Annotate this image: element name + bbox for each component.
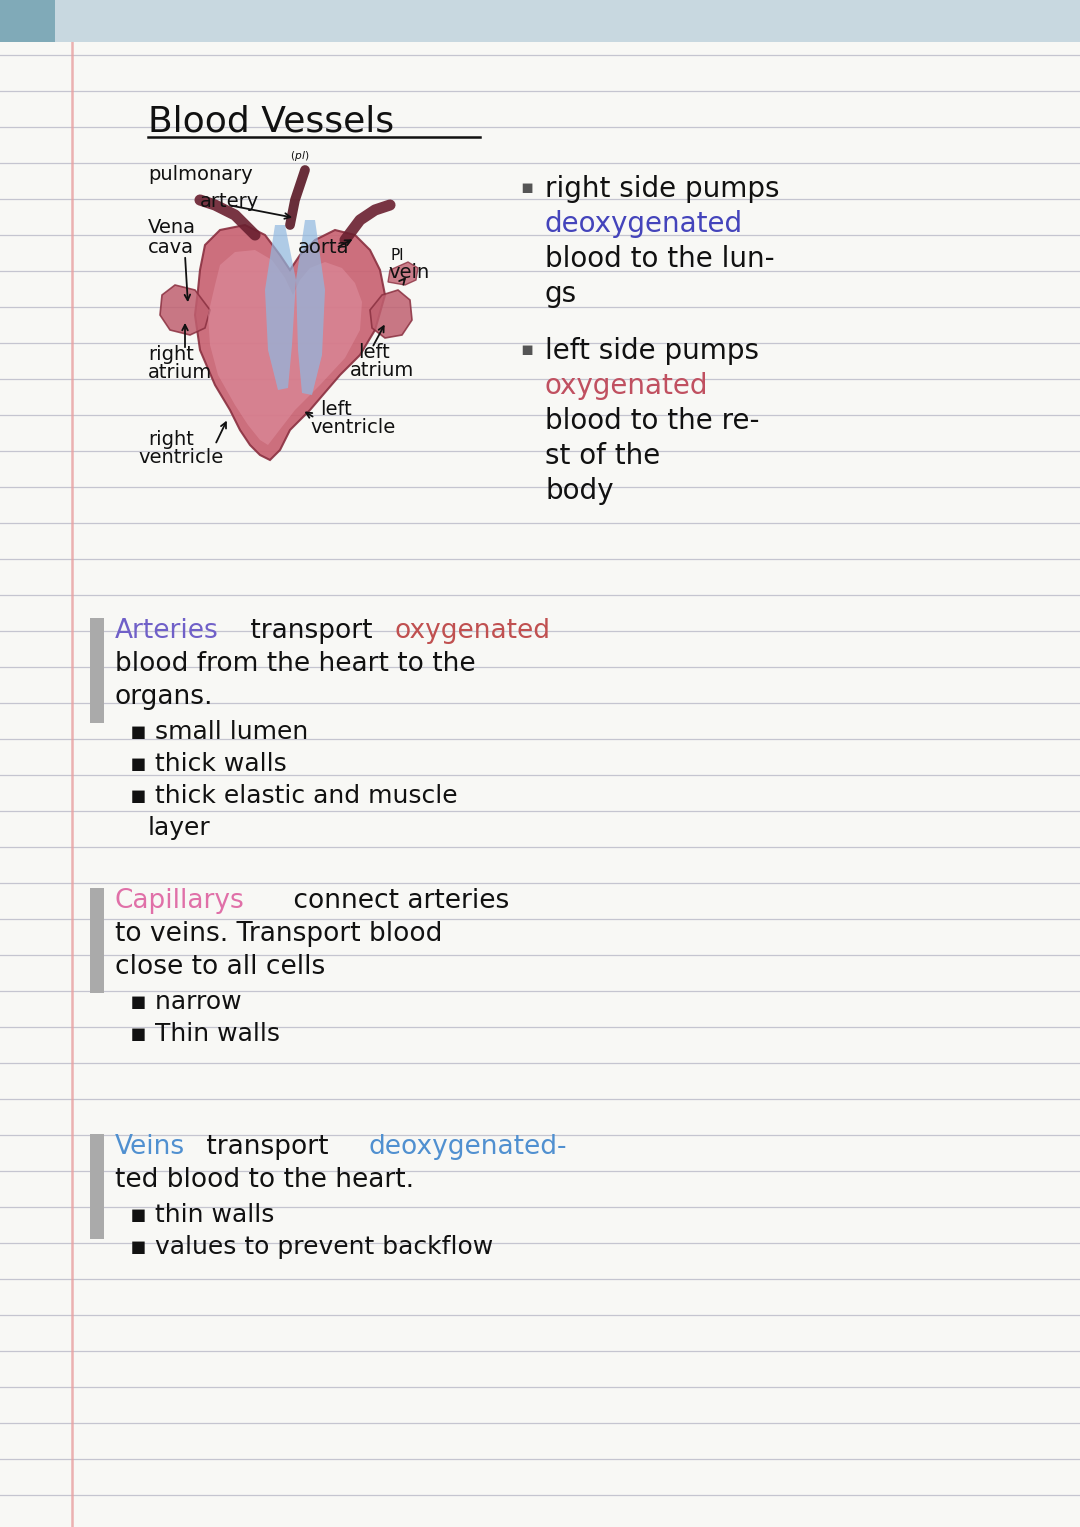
Polygon shape [160,286,210,334]
Text: $^{(pl)}$: $^{(pl)}$ [291,153,309,166]
Text: Blood Vessels: Blood Vessels [148,105,394,139]
Text: left side pumps: left side pumps [545,337,759,365]
Text: ▪ thick walls: ▪ thick walls [130,751,287,776]
Polygon shape [265,224,296,389]
Text: blood to the re-: blood to the re- [545,408,759,435]
Text: deoxygenated-: deoxygenated- [368,1135,567,1161]
Text: organs.: organs. [114,684,214,710]
Text: aorta: aorta [298,238,350,257]
Text: oxygenated: oxygenated [545,373,708,400]
Text: ventricle: ventricle [138,447,224,467]
Text: ted blood to the heart.: ted blood to the heart. [114,1167,414,1193]
Polygon shape [296,220,325,395]
Text: st of the: st of the [545,441,660,470]
Text: ▪ narrow: ▪ narrow [130,989,242,1014]
Text: transport: transport [242,618,381,644]
Text: gs: gs [545,279,577,308]
Text: ▪: ▪ [519,341,534,359]
Text: artery: artery [200,192,259,211]
Text: left: left [320,400,352,418]
Text: atrium: atrium [148,363,213,382]
Text: Vena: Vena [148,218,195,237]
Text: ▪ thin walls: ▪ thin walls [130,1203,274,1228]
FancyBboxPatch shape [0,0,1080,43]
Text: right: right [148,345,194,363]
Text: vein: vein [388,263,429,282]
Text: cava: cava [148,238,194,257]
Text: connect arteries: connect arteries [285,889,510,915]
Text: blood from the heart to the: blood from the heart to the [114,651,475,676]
Text: ventricle: ventricle [310,418,395,437]
Polygon shape [195,224,384,460]
Text: Arteries: Arteries [114,618,219,644]
Text: ▪ small lumen: ▪ small lumen [130,721,308,744]
FancyBboxPatch shape [90,618,104,722]
Polygon shape [388,263,418,286]
Text: left: left [357,344,390,362]
Text: layer: layer [148,815,211,840]
Text: ▪ thick elastic and muscle: ▪ thick elastic and muscle [130,783,458,808]
Text: blood to the lun-: blood to the lun- [545,244,774,273]
Polygon shape [370,290,411,337]
Text: ▪ values to prevent backflow: ▪ values to prevent backflow [130,1235,494,1258]
Text: atrium: atrium [350,360,415,380]
Text: deoxygenated: deoxygenated [545,211,743,238]
Text: transport: transport [198,1135,337,1161]
Text: close to all cells: close to all cells [114,954,325,980]
Text: Veins: Veins [114,1135,185,1161]
Text: Capillarys: Capillarys [114,889,245,915]
Text: ▪ Thin walls: ▪ Thin walls [130,1022,280,1046]
Text: body: body [545,476,613,505]
Text: pulmonary: pulmonary [148,165,253,183]
FancyBboxPatch shape [90,889,104,993]
Text: right side pumps: right side pumps [545,176,780,203]
FancyBboxPatch shape [0,0,55,43]
Text: to veins. Transport blood: to veins. Transport blood [114,921,443,947]
Text: Pl: Pl [390,247,404,263]
Text: oxygenated: oxygenated [395,618,551,644]
Polygon shape [208,250,362,444]
Text: ▪: ▪ [519,179,534,197]
FancyBboxPatch shape [90,1135,104,1238]
Text: right: right [148,431,194,449]
